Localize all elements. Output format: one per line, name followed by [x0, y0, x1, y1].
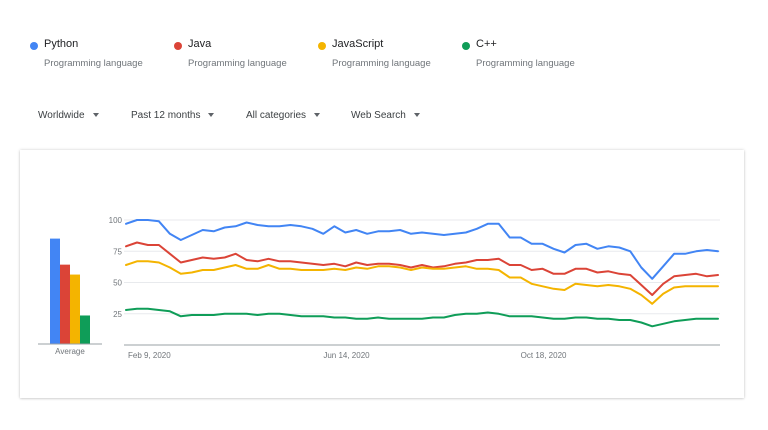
search-type-label: Web Search [351, 110, 406, 121]
javascript-dot-icon [318, 42, 326, 50]
series-line-python[interactable] [125, 219, 719, 280]
line-chart-series [125, 219, 719, 328]
cpp-dot-icon [462, 42, 470, 50]
y-tick-label: 25 [113, 310, 122, 319]
y-tick-label: 75 [113, 247, 122, 256]
time-range-label: Past 12 months [131, 110, 201, 121]
y-tick-label: 100 [109, 216, 123, 225]
average-bar-cpp[interactable] [80, 315, 90, 344]
series-line-cpp[interactable] [125, 307, 719, 328]
legend-name: JavaScript [332, 38, 384, 50]
average-bar-java[interactable] [60, 264, 70, 344]
x-tick-label: Feb 9, 2020 [128, 351, 171, 360]
interest-over-time-card: 25 50 75 100 Feb 9, 2020 Jun 14, 2020 Oct 18, … [20, 150, 744, 398]
legend-subtitle: Programming language [476, 58, 575, 69]
caret-down-icon [314, 113, 321, 118]
x-tick-label: Jun 14, 2020 [323, 351, 370, 360]
region-label: Worldwide [38, 110, 85, 121]
legend-subtitle: Programming language [188, 58, 287, 69]
tick-labels: 25 50 75 100 Feb 9, 2020 Jun 14, 2020 Oct 18, … [55, 216, 567, 360]
category-dropdown[interactable]: All categories [246, 110, 321, 121]
legend-subtitle: Programming language [44, 58, 143, 69]
java-dot-icon [174, 42, 182, 50]
caret-down-icon [92, 113, 99, 118]
series-line-javascript[interactable] [125, 260, 719, 305]
series-line-java[interactable] [125, 241, 719, 296]
average-bar-chart [38, 238, 102, 345]
legend-name: Python [44, 38, 79, 50]
x-tick-label: Oct 18, 2020 [521, 351, 567, 360]
average-bar-javascript[interactable] [70, 274, 80, 344]
y-tick-label: 50 [113, 279, 122, 288]
category-label: All categories [246, 110, 307, 121]
region-dropdown[interactable]: Worldwide [38, 110, 99, 121]
interest-over-time-chart: 25 50 75 100 Feb 9, 2020 Jun 14, 2020 Oct 18, … [38, 216, 720, 360]
legend-name: Java [188, 38, 212, 50]
search-type-dropdown[interactable]: Web Search [351, 110, 420, 121]
average-label: Average [55, 347, 85, 356]
python-dot-icon [30, 42, 38, 50]
average-bar-python[interactable] [50, 238, 60, 344]
gridlines [124, 219, 720, 346]
legend: Python Programming language Java Program… [30, 38, 750, 78]
caret-down-icon [413, 113, 420, 118]
time-range-dropdown[interactable]: Past 12 months [131, 110, 215, 121]
legend-subtitle: Programming language [332, 58, 431, 69]
legend-name: C++ [476, 38, 497, 50]
caret-down-icon [208, 113, 215, 118]
